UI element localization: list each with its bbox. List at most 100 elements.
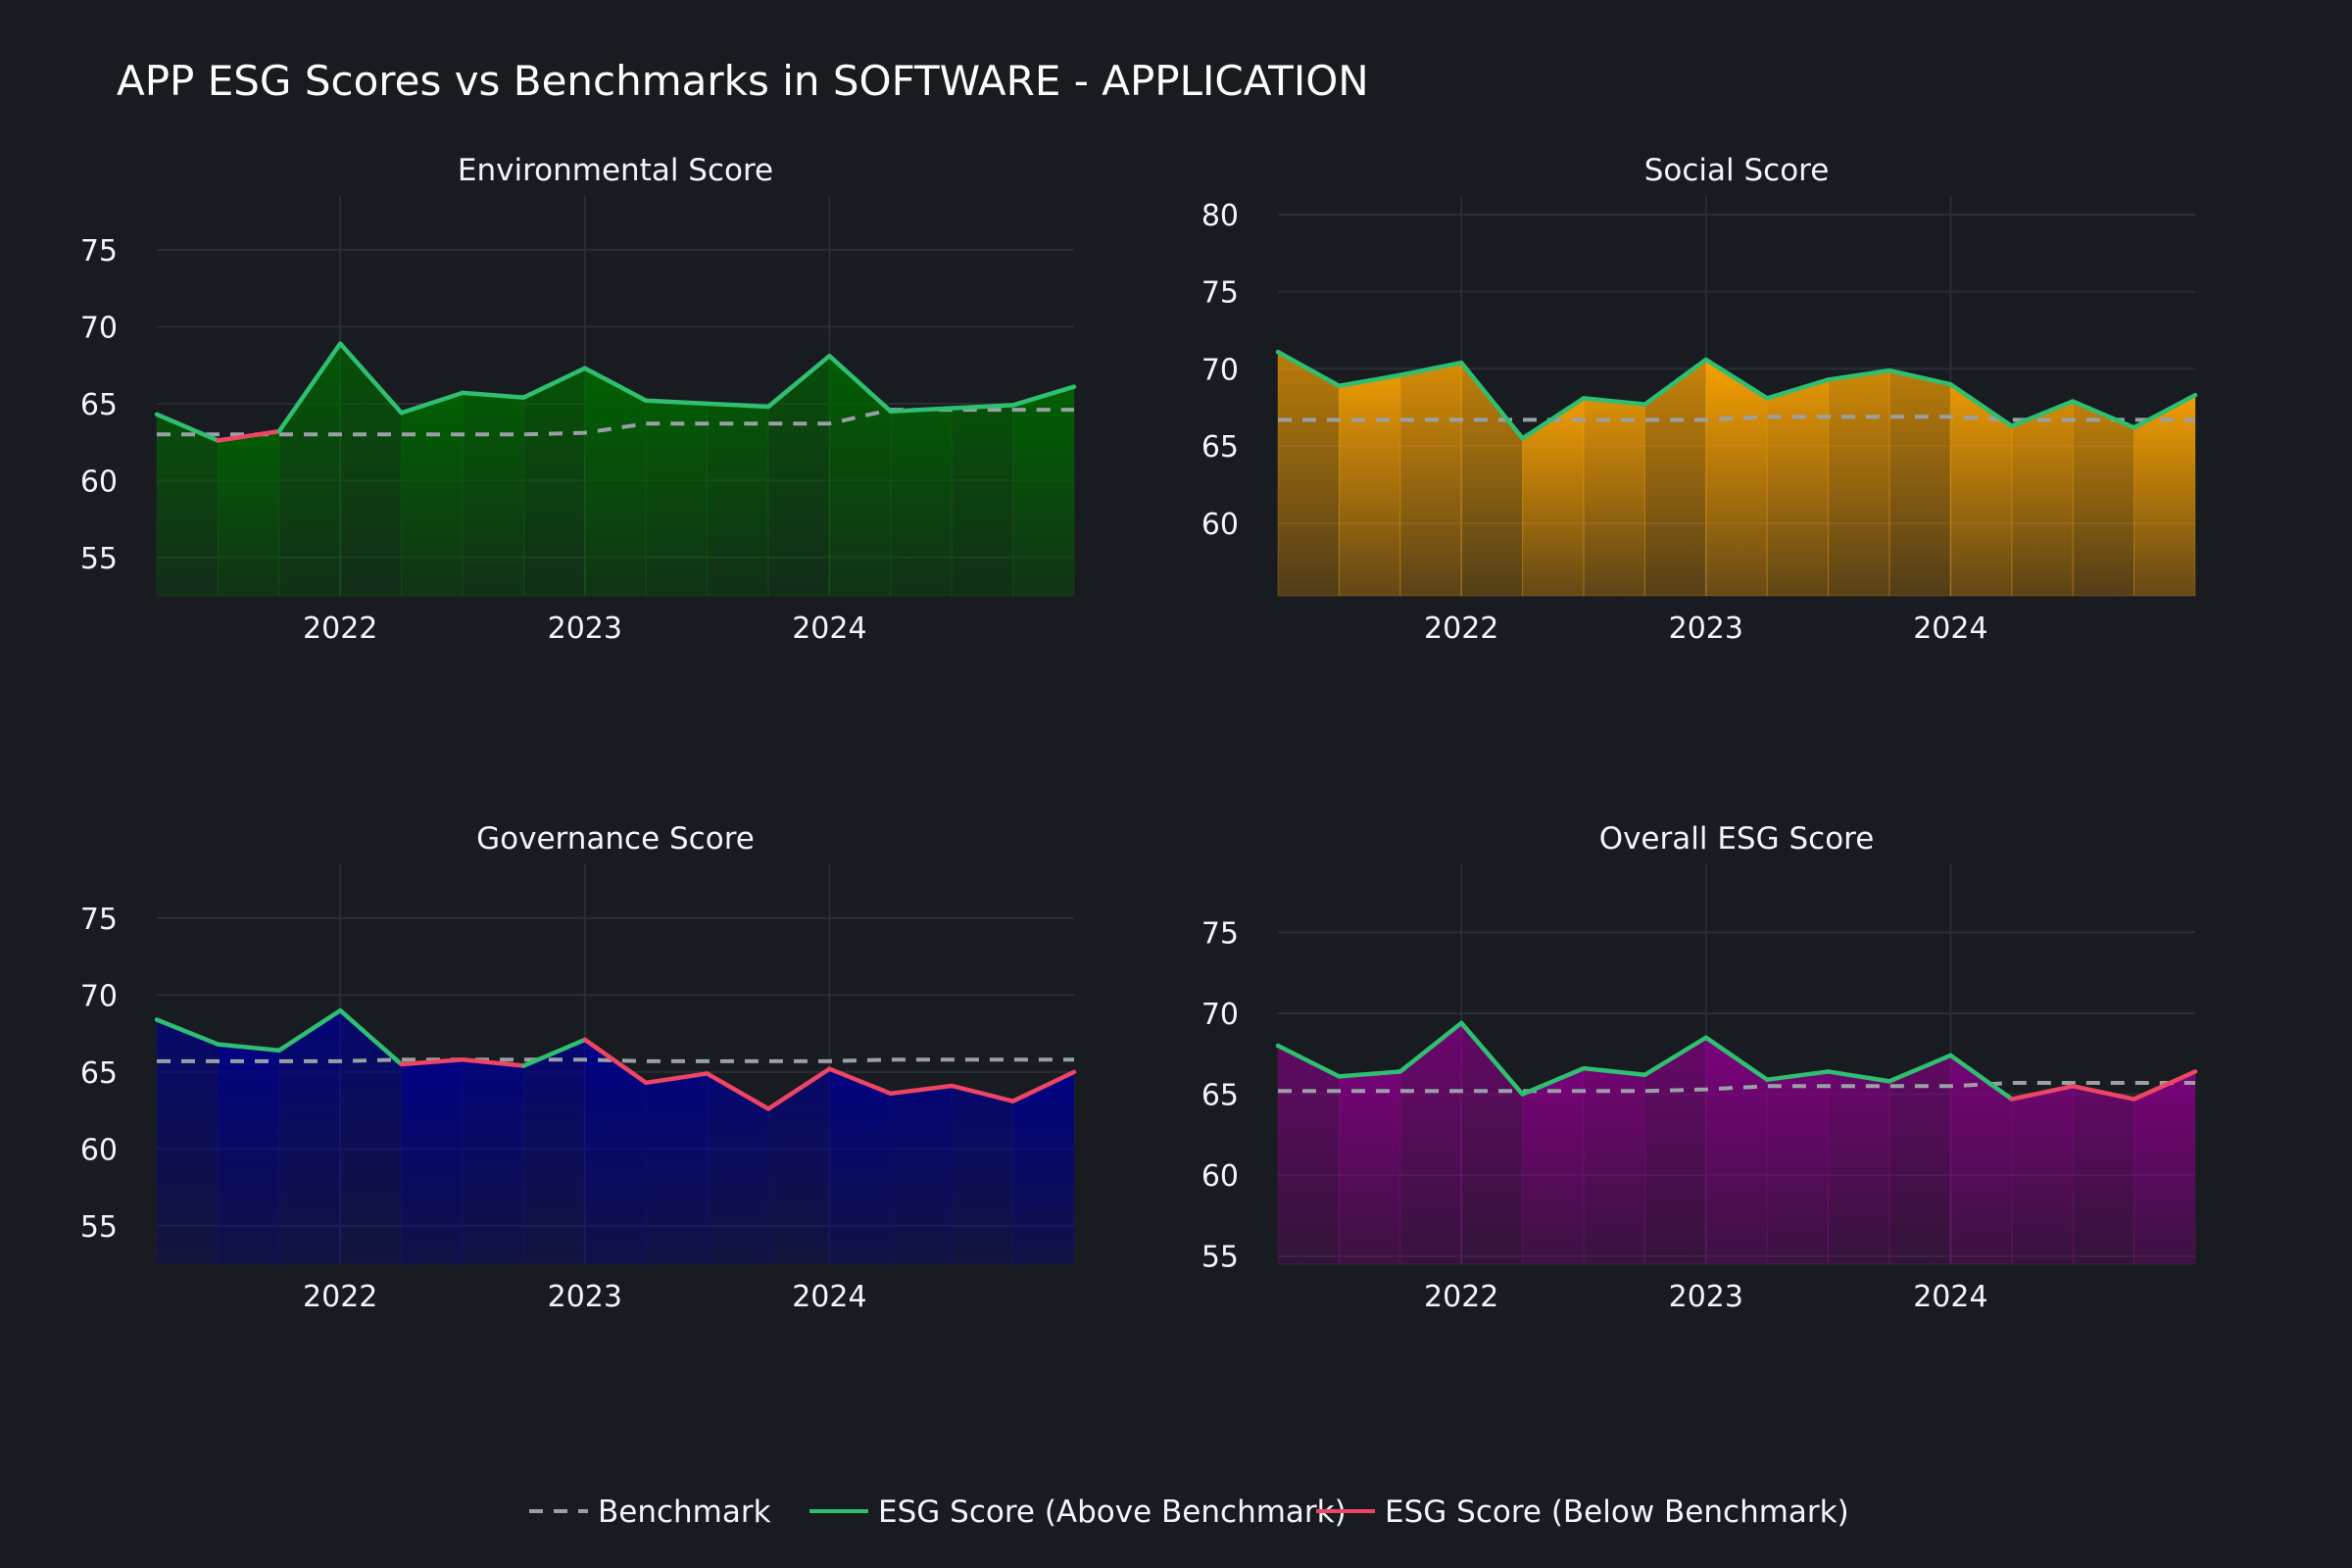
score-fill-segment (1338, 1070, 1401, 1265)
score-line-above (1397, 1020, 1464, 1074)
score-fill-segment (401, 392, 464, 597)
score-fill-segment (828, 1067, 892, 1265)
score-line-above (949, 403, 1015, 411)
legend-item-benchmark[interactable]: Benchmark (529, 1494, 771, 1530)
x-tick-label: 2023 (1669, 612, 1743, 646)
benchmark-line (157, 1057, 1074, 1063)
score-fill-segment (2011, 400, 2074, 597)
score-line-below (2132, 1069, 2198, 1102)
score-line-above (276, 341, 343, 434)
score-line-below (949, 1083, 1015, 1103)
y-tick-label: 60 (1201, 508, 1239, 542)
score-line-above (1458, 360, 1525, 441)
score-fill-segment (951, 1085, 1014, 1265)
subplot-4: Overall ESG Score 55 60 65 70 75 2022 2023 2024 (1201, 821, 2198, 1314)
subplot-title: Social Score (1644, 153, 1830, 188)
subplot-title: Governance Score (476, 821, 755, 857)
score-fill-segment (645, 1072, 709, 1265)
score-fill-segment (156, 1018, 219, 1265)
x-tick-label: 2022 (303, 1280, 377, 1314)
y-tick-label: 75 (1201, 916, 1239, 951)
legend[interactable]: Benchmark ESG Score (Above Benchmark) ESG … (529, 1494, 1849, 1530)
score-fill-segment (462, 392, 524, 597)
score-fill-segment (1522, 1067, 1585, 1265)
score-line-above (888, 406, 955, 414)
legend-item-above[interactable]: ESG Score (Above Benchmark) (809, 1494, 1347, 1530)
subplot-3: Governance Score 55 60 65 70 75 2022 2023 2024 (80, 821, 1077, 1314)
score-fill-segment (2011, 1085, 2074, 1265)
score-line-above (582, 366, 649, 403)
score-line-above (216, 1042, 282, 1054)
score-line-above (765, 353, 832, 410)
score-line-above (1948, 1053, 2015, 1102)
score-line-below (1010, 1069, 1077, 1103)
x-tick-label: 2023 (548, 612, 622, 646)
score-fill-segment (462, 1058, 524, 1265)
score-line-below (827, 1066, 894, 1097)
score-line-above (1764, 377, 1831, 401)
score-line-above (1275, 349, 1342, 389)
score-line-above (2132, 392, 2198, 430)
subplot-2: Social Score 60 65 70 75 80 2022 2023 2024 (1201, 153, 2198, 646)
score-fill-segment (2133, 1070, 2196, 1265)
y-tick-label: 65 (80, 1056, 118, 1091)
score-fill-segment (1399, 362, 1462, 597)
score-line-above (1642, 357, 1709, 407)
score-line-below (216, 428, 282, 443)
score-fill-segment (1277, 1045, 1340, 1265)
legend-item-below[interactable]: ESG Score (Below Benchmark) (1316, 1494, 1849, 1530)
score-fill-segment (522, 1039, 586, 1265)
score-fill-segment (522, 367, 586, 597)
score-line-above (1642, 1035, 1709, 1077)
x-tick-label: 2024 (792, 1280, 866, 1314)
score-line-above (1703, 1035, 1770, 1082)
y-tick-label: 70 (80, 311, 118, 345)
score-line-above (1520, 1065, 1587, 1097)
y-tick-label: 70 (1201, 353, 1239, 387)
score-fill-segment (217, 1044, 280, 1265)
score-line-above (460, 390, 526, 400)
chart-title: APP ESG Scores vs Benchmarks in SOFTWARE… (117, 57, 1369, 105)
score-fill-segment (1888, 369, 1951, 597)
score-fill-segment (1583, 1067, 1645, 1265)
score-fill-segment (1828, 369, 1890, 597)
score-fill-segment (1766, 1070, 1830, 1265)
score-line-above (1520, 396, 1587, 441)
score-fill-segment (1277, 351, 1340, 597)
score-line-above (827, 353, 894, 414)
score-line-above (2009, 399, 2076, 428)
score-line-below (888, 1083, 955, 1097)
x-tick-label: 2023 (1669, 1280, 1743, 1314)
score-line-above (1886, 368, 1953, 387)
x-tick-label: 2023 (548, 1280, 622, 1314)
score-line-above (1458, 1020, 1525, 1097)
score-line-above (1826, 1069, 1892, 1084)
y-tick-label: 75 (80, 903, 118, 937)
y-tick-label: 55 (80, 1210, 118, 1245)
score-line-above (1337, 1069, 1403, 1079)
x-tick-label: 2024 (792, 612, 866, 646)
legend-label: ESG Score (Below Benchmark) (1385, 1494, 1849, 1530)
score-line-above (1010, 384, 1077, 408)
score-fill-segment (1828, 1070, 1890, 1265)
score-line-below (2009, 1084, 2076, 1102)
score-line-above (1886, 1053, 1953, 1084)
subplot-1: Environmental Score 55 60 65 70 75 2022 2023 202… (80, 153, 1077, 646)
score-fill-segment (645, 400, 709, 597)
score-line-above (1826, 368, 1892, 382)
x-tick-label: 2024 (1913, 612, 1987, 646)
score-line-below (460, 1057, 526, 1068)
score-line-below (643, 1071, 710, 1086)
y-tick-label: 80 (1201, 199, 1239, 233)
score-fill-segment (401, 1058, 464, 1265)
score-fill-segment (1012, 1071, 1075, 1265)
legend-label: ESG Score (Above Benchmark) (878, 1494, 1347, 1530)
y-tick-label: 60 (80, 1133, 118, 1167)
score-line-below (582, 1037, 649, 1086)
score-fill-segment (217, 430, 280, 597)
score-fill-segment (2072, 400, 2135, 597)
score-line-above (399, 390, 466, 416)
benchmark-line (1278, 415, 2195, 422)
